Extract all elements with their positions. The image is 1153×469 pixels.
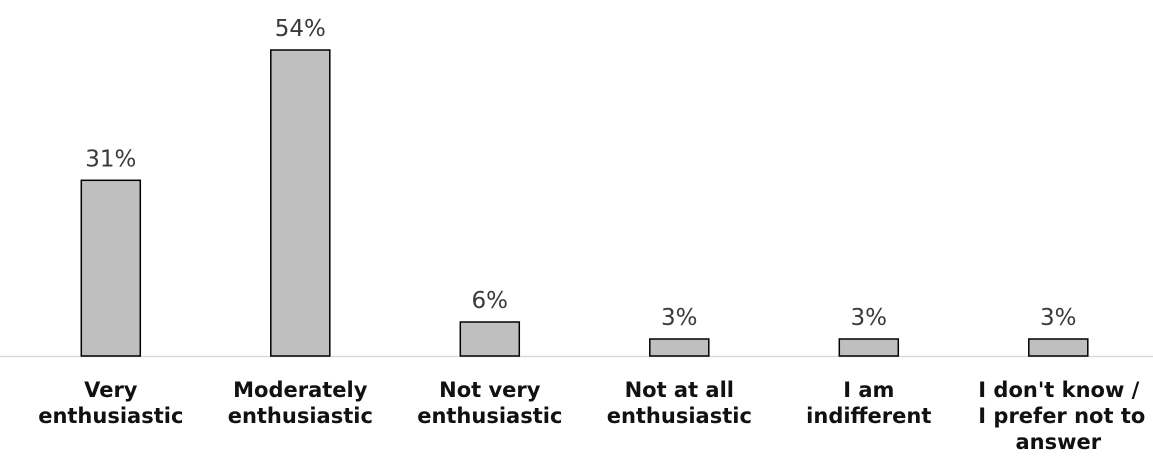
category-label-line: indifferent (806, 404, 932, 428)
category-label-line: answer (1015, 430, 1102, 454)
category-label-line: enthusiastic (606, 404, 752, 428)
data-label: 3% (661, 305, 698, 331)
bar (649, 338, 710, 357)
category-label: Very enthusiastic (31, 377, 191, 429)
category-label: Not very enthusiastic (410, 377, 570, 429)
data-label: 3% (1040, 305, 1077, 331)
category-label-line: Not very (439, 378, 541, 402)
category-label: I don't know / I prefer not to answer (978, 377, 1146, 455)
category-label-line: Very (84, 378, 138, 402)
bar (838, 338, 900, 357)
category-label-line: I don't know / (978, 378, 1140, 402)
data-label: 54% (275, 16, 326, 42)
category-label: Not at all enthusiastic (599, 377, 759, 429)
category-label: Moderately enthusiastic (220, 377, 380, 429)
category-label-line: enthusiastic (227, 404, 373, 428)
bar (1028, 338, 1089, 357)
bar (459, 321, 521, 357)
data-label: 6% (472, 288, 509, 314)
category-label-line: I prefer not to (978, 404, 1146, 428)
category-label: I am indifferent (789, 377, 949, 429)
bar (80, 179, 142, 357)
category-label-line: enthusiastic (38, 404, 184, 428)
category-label-line: Moderately (233, 378, 368, 402)
category-label-line: Not at all (624, 378, 735, 402)
bar (270, 49, 331, 357)
category-label-line: enthusiastic (417, 404, 563, 428)
data-label: 31% (85, 146, 136, 172)
data-label: 3% (851, 305, 888, 331)
category-label-line: I am (843, 378, 895, 402)
